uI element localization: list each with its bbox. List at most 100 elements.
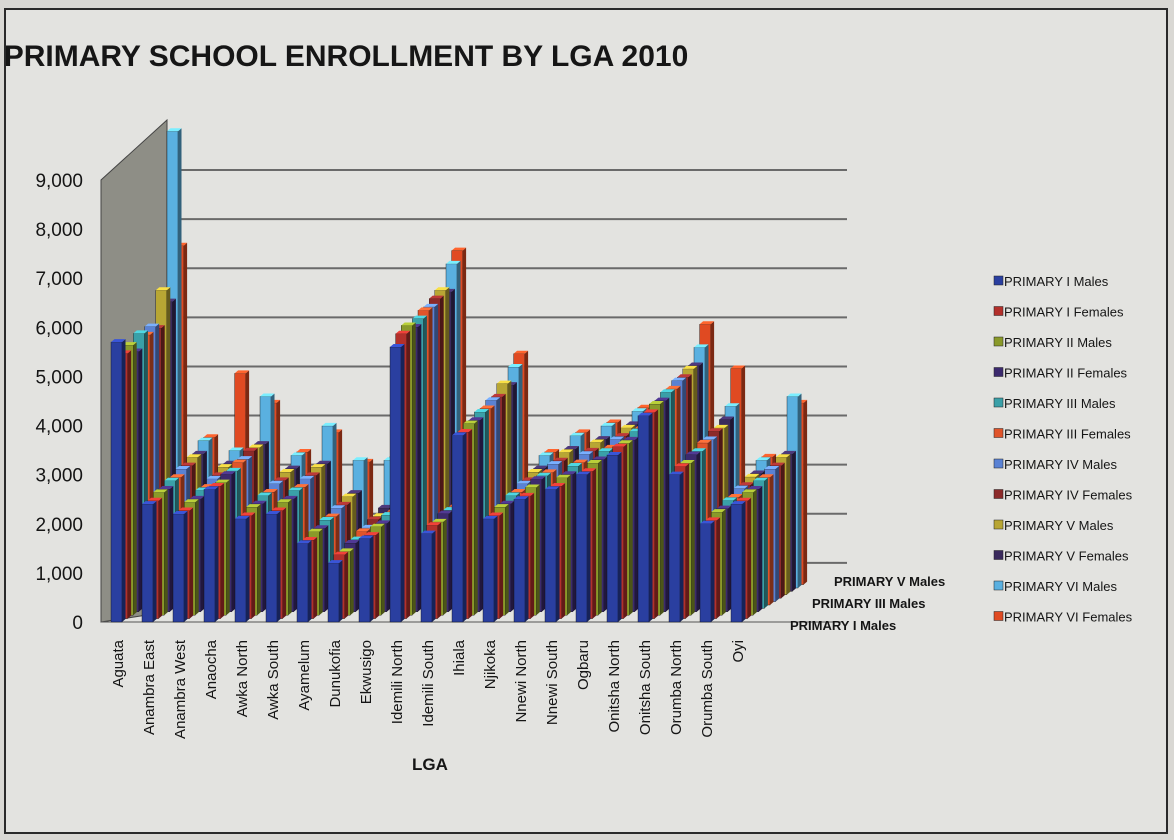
bar-top (494, 504, 509, 508)
bar-top (375, 520, 391, 524)
bar-side (412, 322, 416, 616)
bar-top (299, 475, 315, 479)
bar-top (674, 463, 690, 467)
y-tick-label: 1,000 (35, 564, 83, 585)
bar-side (510, 500, 515, 612)
bar-side (215, 486, 219, 622)
bar-top (731, 501, 746, 505)
bar-top (660, 389, 675, 393)
bar-top (775, 454, 791, 458)
bar-top (310, 464, 326, 468)
bar-side (716, 517, 721, 619)
x-tick-label: Ekwusigo (358, 640, 375, 704)
bar-top (539, 452, 554, 456)
bar-top (575, 429, 591, 433)
bar-top (356, 528, 371, 532)
bar-top (203, 434, 219, 438)
bar-side (680, 471, 684, 622)
bar-side (386, 520, 391, 612)
bar-top (122, 342, 137, 346)
bar-top (623, 436, 639, 440)
legend-item: PRIMARY V Males (993, 518, 1114, 533)
x-axis-label: LGA (412, 755, 448, 774)
bar-top (666, 385, 681, 389)
legend-label: PRIMARY V Females (1004, 549, 1129, 564)
bar-side (536, 484, 540, 616)
bar-side (308, 540, 312, 622)
bar (730, 501, 746, 623)
bar-top (606, 419, 622, 423)
bar-side (685, 463, 690, 619)
bar-top (426, 522, 442, 526)
bar-side (463, 432, 467, 622)
bar-top (395, 330, 411, 334)
bar-top (246, 504, 261, 508)
bar-top (251, 500, 267, 504)
y-tick-label: 0 (72, 613, 83, 634)
bar-side (226, 479, 230, 616)
legend-swatch (993, 367, 1004, 377)
bar-side (417, 323, 422, 612)
bar (606, 452, 622, 623)
legend-item: PRIMARY V Females (993, 549, 1129, 564)
bar-side (561, 483, 566, 619)
bar-top (390, 343, 405, 347)
bar-front (389, 346, 402, 623)
bar-top (581, 468, 597, 472)
bar-top (274, 477, 289, 481)
bar-front (141, 503, 154, 623)
y-tick-label: 9,000 (35, 171, 83, 192)
bar-side (764, 477, 768, 609)
bar-top (511, 489, 526, 493)
bar-front (327, 562, 340, 623)
bar-front (172, 513, 185, 623)
bar-top (285, 465, 300, 469)
bar-top (204, 486, 219, 490)
legend-item: PRIMARY III Males (993, 396, 1116, 411)
bar-top (584, 447, 599, 451)
bar-top (302, 537, 318, 541)
x-tick-label: Ayamelum (296, 640, 313, 711)
bar-top (330, 505, 346, 509)
bar-side (437, 522, 442, 619)
bar-top (234, 370, 250, 374)
bar-side (401, 343, 405, 622)
bar-side (727, 505, 732, 612)
bar-top (170, 474, 185, 478)
bar-top (499, 500, 515, 504)
bar (513, 496, 529, 623)
bar-top (705, 517, 721, 521)
bar-top (184, 499, 199, 503)
legend-swatch (993, 397, 1004, 408)
legend-label: PRIMARY I Males (1004, 274, 1109, 289)
bar-side (792, 450, 796, 592)
bar-top (700, 520, 715, 524)
chart-canvas: PRIMARY SCHOOL ENROLLMENT BY LGA 2010 0 1… (6, 40, 1133, 774)
bar-top (595, 436, 610, 440)
legend-swatch (993, 519, 1004, 530)
depth-axis-label: PRIMARY III Males (812, 596, 925, 611)
legend-label: PRIMARY VI Males (1004, 579, 1117, 594)
bar-top (474, 408, 489, 412)
bar-side (370, 535, 374, 622)
x-tick-label: Idemili South (420, 640, 437, 727)
bar-side (406, 330, 411, 619)
bar (327, 560, 343, 623)
legend-item: PRIMARY I Males (993, 274, 1109, 289)
bar-top (463, 420, 478, 424)
x-tick-label: Onitsha North (606, 640, 623, 733)
bar-top (452, 432, 467, 436)
bar-side (350, 548, 354, 616)
bar-top (260, 393, 275, 397)
legend-label: PRIMARY II Males (1004, 335, 1112, 350)
bar-top (725, 403, 740, 407)
bar-top (305, 472, 320, 476)
bar-side (158, 497, 163, 619)
x-tick-label: Idemili North (389, 640, 406, 724)
bar-top (556, 474, 571, 478)
bar-top (282, 495, 298, 499)
x-tick-label: Aguata (110, 639, 127, 687)
bar-top (336, 501, 351, 505)
bar (668, 471, 684, 623)
bar-side (339, 560, 343, 622)
